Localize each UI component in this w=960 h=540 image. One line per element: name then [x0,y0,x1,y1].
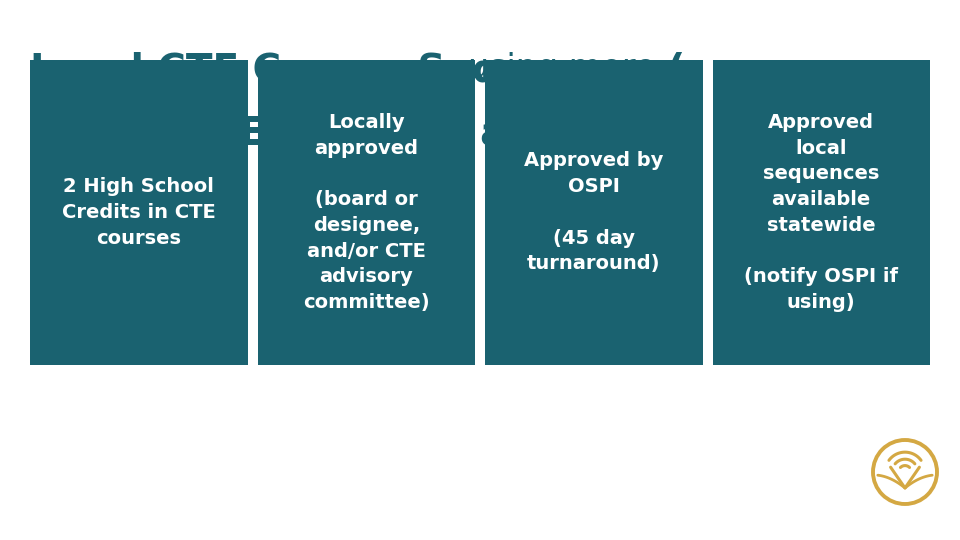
Bar [30,60,248,365]
Text: than 1 CTE program area): than 1 CTE program area) [30,115,596,153]
Text: Approved by
OSPI

(45 day
turnaround): Approved by OSPI (45 day turnaround) [524,152,663,273]
Bar [257,60,475,365]
Text: Local CTE Course Sequences (: Local CTE Course Sequences ( [30,52,685,90]
Text: using more: using more [468,52,656,85]
Bar [712,60,930,365]
Text: Locally
approved

(board or
designee,
and/or CTE
advisory
committee): Locally approved (board or designee, and… [303,113,429,312]
Text: Approved
local
sequences
available
statewide

(notify OSPI if
using): Approved local sequences available state… [744,113,899,312]
Text: 2 High School
Credits in CTE
courses: 2 High School Credits in CTE courses [61,177,216,248]
Bar [485,60,703,365]
